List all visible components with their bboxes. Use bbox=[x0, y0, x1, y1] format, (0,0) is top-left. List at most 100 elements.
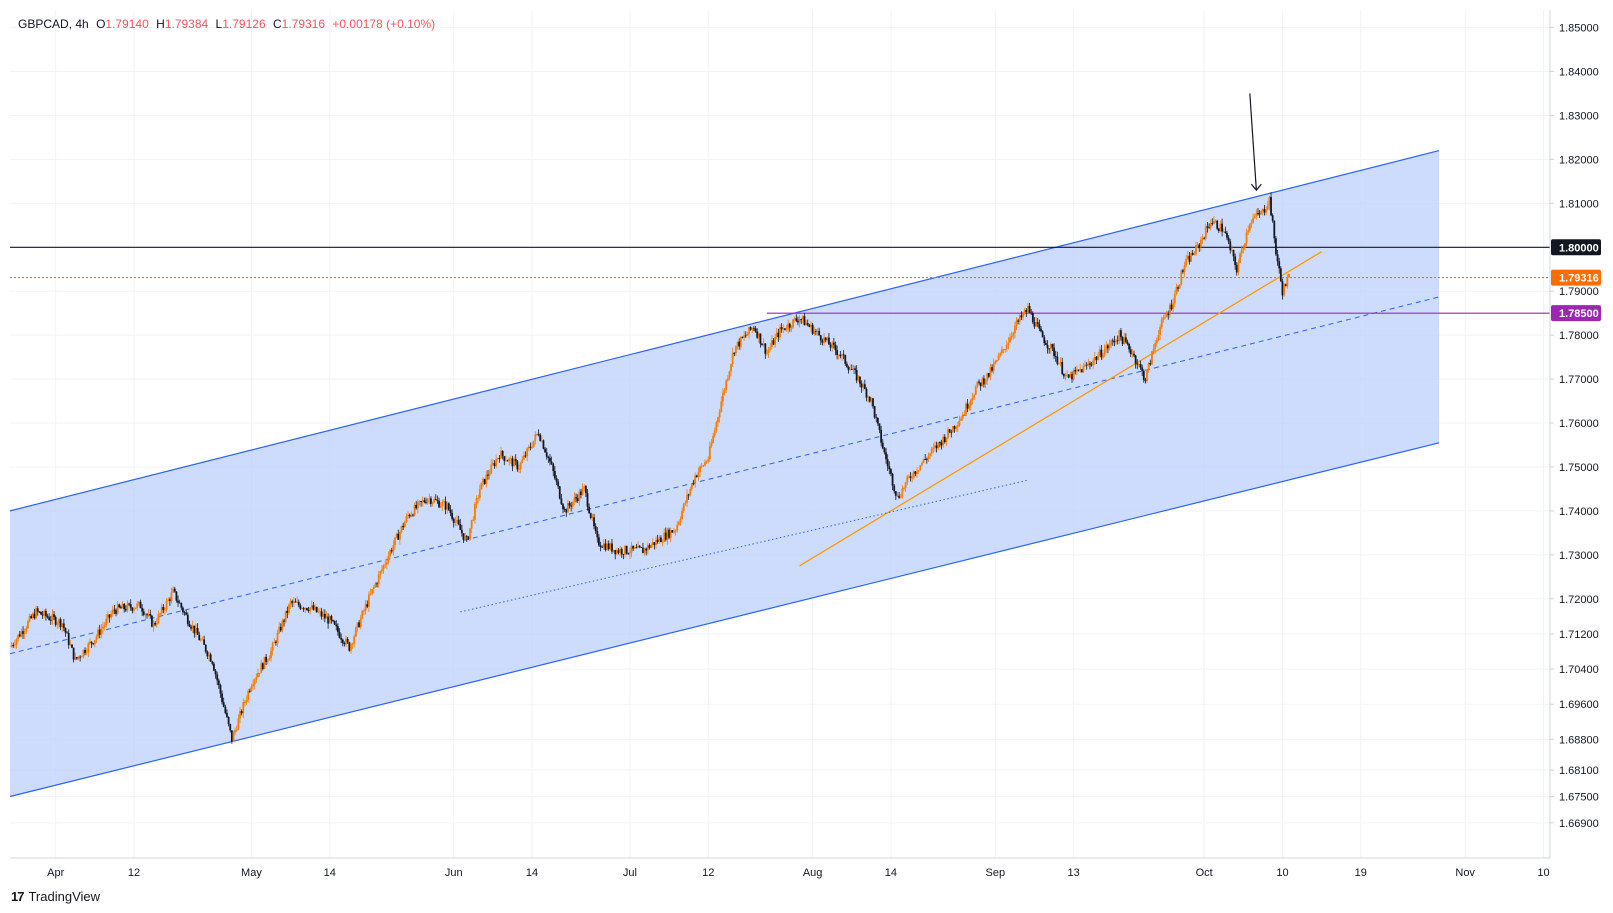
candle-body bbox=[1196, 244, 1199, 246]
candle-body bbox=[229, 723, 232, 731]
candle-body bbox=[28, 616, 31, 622]
candle-body bbox=[1126, 341, 1129, 345]
candle-body bbox=[917, 469, 920, 472]
candle-body bbox=[674, 530, 677, 532]
candle-body bbox=[855, 369, 858, 381]
candle-body bbox=[754, 328, 757, 332]
candle-body bbox=[599, 545, 602, 547]
candle-body bbox=[842, 354, 845, 356]
candle-body bbox=[705, 461, 708, 463]
candle-body bbox=[1209, 223, 1212, 228]
candle-body bbox=[601, 546, 604, 548]
candle-body bbox=[1025, 310, 1028, 313]
candle-body bbox=[581, 488, 584, 496]
candle-body bbox=[911, 477, 914, 479]
candle-body bbox=[532, 440, 535, 448]
candle-body bbox=[90, 641, 93, 644]
candle-body bbox=[294, 601, 297, 603]
candle-body bbox=[1139, 364, 1142, 368]
regression-channel[interactable] bbox=[9, 150, 1440, 798]
candle-body bbox=[609, 543, 612, 550]
price-axis[interactable]: 1.85000 1.84000 1.83000 1.82000 1.81000 1.790… bbox=[1550, 23, 1599, 830]
candle-body bbox=[536, 433, 538, 435]
time-tick-label: 10 bbox=[1537, 867, 1549, 879]
candle-body bbox=[983, 378, 985, 385]
tradingview-brand[interactable]: 17 TradingView bbox=[11, 889, 100, 904]
candle-body bbox=[1098, 349, 1101, 356]
annotation-arrow[interactable] bbox=[1249, 93, 1262, 192]
candle-body bbox=[413, 504, 416, 516]
candle-body bbox=[408, 514, 411, 517]
trend-lines[interactable] bbox=[460, 251, 1322, 613]
candle-body bbox=[1160, 319, 1163, 328]
candle-body bbox=[894, 491, 897, 496]
candle-body bbox=[1014, 325, 1016, 334]
candle-body bbox=[619, 549, 622, 553]
candle-body bbox=[1095, 357, 1098, 360]
candle-body bbox=[661, 541, 664, 543]
candle-body bbox=[1110, 340, 1113, 345]
candle-body bbox=[1261, 209, 1264, 211]
candle-body bbox=[736, 341, 739, 346]
time-axis[interactable]: Apr 12 May 14 Jun 14 Jul 12 Aug 14 Sep 13 Oct 10 19 Nov… bbox=[47, 867, 1549, 879]
candle-body bbox=[364, 604, 367, 611]
candle-body bbox=[1116, 340, 1119, 342]
candle-body bbox=[557, 481, 560, 487]
symbol-name[interactable]: GBPCAD bbox=[18, 17, 69, 31]
candle-body bbox=[625, 545, 628, 554]
candle-body bbox=[340, 637, 343, 640]
candle-body bbox=[780, 327, 783, 330]
candle-body bbox=[960, 418, 962, 421]
candle-body bbox=[1136, 363, 1139, 365]
candle-body bbox=[697, 472, 700, 478]
candle-body bbox=[341, 639, 344, 644]
candle-body bbox=[1255, 212, 1258, 217]
candle-body bbox=[553, 470, 556, 479]
candle-body bbox=[460, 529, 463, 534]
candle-body bbox=[35, 608, 38, 619]
candle-body bbox=[423, 500, 426, 503]
candle-body bbox=[203, 639, 206, 645]
candle-body bbox=[425, 502, 427, 504]
candle-body bbox=[560, 498, 563, 505]
candle-body bbox=[80, 656, 83, 658]
candle-body bbox=[213, 663, 215, 671]
candle-body bbox=[1214, 220, 1217, 222]
candle-body bbox=[1128, 344, 1131, 350]
candle-body bbox=[819, 335, 822, 341]
candle-body bbox=[433, 499, 436, 503]
candle-body bbox=[214, 670, 217, 675]
candle-body bbox=[648, 545, 651, 548]
candle-body bbox=[367, 594, 370, 607]
candle-body bbox=[1270, 196, 1272, 216]
candle-body bbox=[596, 530, 599, 538]
horizontal-levels[interactable] bbox=[10, 246, 1550, 314]
candle-body bbox=[168, 599, 171, 602]
candle-body bbox=[505, 460, 507, 462]
candle-body bbox=[328, 616, 331, 624]
candle-body bbox=[204, 644, 207, 652]
candle-body bbox=[84, 649, 86, 654]
candle-body bbox=[1224, 231, 1227, 234]
candle-body bbox=[522, 455, 525, 460]
candle-body bbox=[1250, 222, 1253, 224]
candle-body bbox=[950, 432, 953, 434]
candle-body bbox=[1036, 322, 1039, 325]
candle-body bbox=[369, 593, 372, 595]
candle-body bbox=[823, 337, 825, 343]
candle-body bbox=[234, 729, 237, 733]
candle-body bbox=[1030, 312, 1033, 314]
price-tick-label: 1.81000 bbox=[1559, 198, 1599, 210]
candle-body bbox=[13, 644, 16, 646]
candle-body bbox=[472, 519, 475, 521]
candle-body bbox=[598, 537, 600, 546]
candle-body bbox=[1097, 355, 1100, 360]
candle-body bbox=[1157, 335, 1160, 340]
candle-body bbox=[126, 603, 129, 611]
candle-body bbox=[51, 614, 54, 621]
candle-body bbox=[692, 483, 695, 485]
candle-body bbox=[230, 730, 233, 742]
candle-body bbox=[1089, 363, 1091, 365]
interval[interactable]: 4h bbox=[75, 17, 89, 31]
